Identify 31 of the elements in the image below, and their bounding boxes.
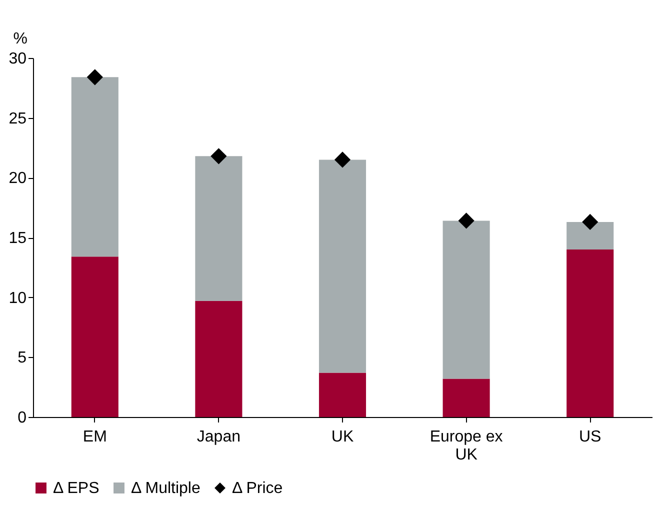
- legend-label: Δ Multiple: [131, 480, 200, 497]
- y-tick-label: 25: [8, 110, 27, 128]
- bar: [566, 249, 614, 417]
- y-tick-label: 30: [8, 50, 27, 68]
- bar: [195, 156, 242, 301]
- y-tick-label: 5: [18, 350, 27, 367]
- y-axis-title: %: [13, 30, 28, 48]
- y-tick-label: 15: [8, 230, 27, 247]
- bar: [318, 160, 366, 373]
- y-tick-label: 0: [18, 410, 27, 426]
- point: [458, 212, 474, 229]
- bar: [318, 372, 366, 417]
- x-tick-label: Japan: [196, 428, 240, 446]
- bar: [442, 378, 490, 417]
- point: [334, 152, 351, 168]
- bar: [71, 77, 118, 257]
- y-tick-label: 20: [8, 170, 27, 188]
- point: [582, 214, 598, 230]
- y-tick-label: 10: [8, 290, 27, 307]
- bar: [195, 300, 242, 417]
- legend-label: Δ Price: [232, 480, 283, 497]
- x-tick-label: EM: [82, 428, 107, 446]
- bar: [566, 222, 614, 250]
- point: [210, 148, 227, 164]
- bar: [71, 256, 118, 417]
- x-tick-label: UK: [331, 428, 354, 446]
- x-tick-label: Europe ex UK: [430, 428, 503, 464]
- point: [86, 69, 103, 86]
- legend-label: Δ EPS: [53, 480, 100, 497]
- bar: [442, 220, 490, 379]
- x-tick-label: US: [578, 428, 602, 446]
